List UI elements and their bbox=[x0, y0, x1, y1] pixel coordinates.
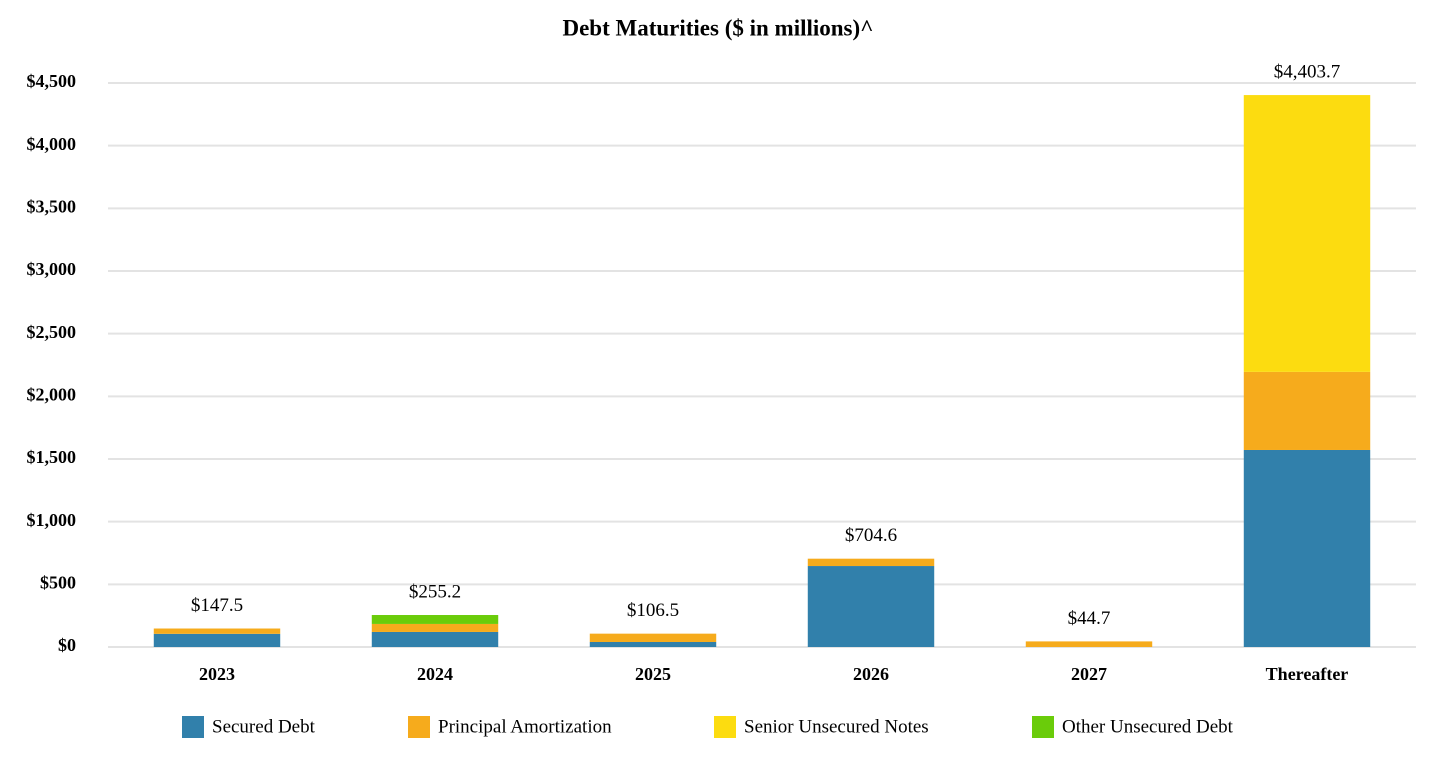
y-tick-label: $3,500 bbox=[27, 196, 77, 216]
y-tick-label: $1,000 bbox=[27, 510, 77, 530]
bar-segment bbox=[371, 623, 499, 632]
bar-segment bbox=[1025, 641, 1153, 647]
total-label: $255.2 bbox=[409, 581, 461, 602]
bar-segment bbox=[807, 566, 935, 647]
legend-swatch bbox=[182, 716, 204, 738]
x-tick-label: 2026 bbox=[853, 664, 889, 684]
total-label: $704.6 bbox=[845, 525, 897, 546]
x-tick-label: 2027 bbox=[1071, 664, 1107, 684]
x-tick-label: Thereafter bbox=[1266, 664, 1349, 684]
legend-label: Secured Debt bbox=[212, 716, 316, 737]
bar-segment bbox=[153, 633, 281, 647]
x-tick-label: 2023 bbox=[199, 664, 235, 684]
y-tick-label: $2,500 bbox=[27, 322, 77, 342]
y-tick-label: $2,000 bbox=[27, 384, 77, 404]
bar-segment bbox=[1243, 95, 1371, 372]
legend-swatch bbox=[1032, 716, 1054, 738]
bar-segment bbox=[1243, 371, 1371, 450]
x-tick-label: 2025 bbox=[635, 664, 671, 684]
bar-segment bbox=[589, 633, 717, 642]
bar-segment bbox=[807, 558, 935, 567]
total-label: $4,403.7 bbox=[1274, 61, 1341, 82]
legend-label: Principal Amortization bbox=[438, 716, 612, 737]
legend-swatch bbox=[714, 716, 736, 738]
y-tick-label: $4,500 bbox=[27, 71, 77, 91]
y-tick-label: $1,500 bbox=[27, 447, 77, 467]
y-tick-label: $4,000 bbox=[27, 134, 77, 154]
y-tick-label: $500 bbox=[40, 572, 76, 592]
bar-segment bbox=[371, 631, 499, 647]
bar-segment bbox=[371, 615, 499, 624]
total-label: $147.5 bbox=[191, 595, 243, 616]
bar-segment bbox=[1243, 449, 1371, 647]
bar-segment bbox=[589, 641, 717, 647]
total-label: $44.7 bbox=[1068, 608, 1111, 629]
y-tick-label: $3,000 bbox=[27, 259, 77, 279]
x-tick-label: 2024 bbox=[417, 664, 453, 684]
y-tick-label: $0 bbox=[58, 635, 76, 655]
legend-label: Senior Unsecured Notes bbox=[744, 716, 929, 737]
legend-label: Other Unsecured Debt bbox=[1062, 716, 1234, 737]
legend-swatch bbox=[408, 716, 430, 738]
bar-segment bbox=[153, 628, 281, 634]
chart-title: Debt Maturities ($ in millions)^ bbox=[562, 15, 873, 40]
total-label: $106.5 bbox=[627, 600, 679, 621]
